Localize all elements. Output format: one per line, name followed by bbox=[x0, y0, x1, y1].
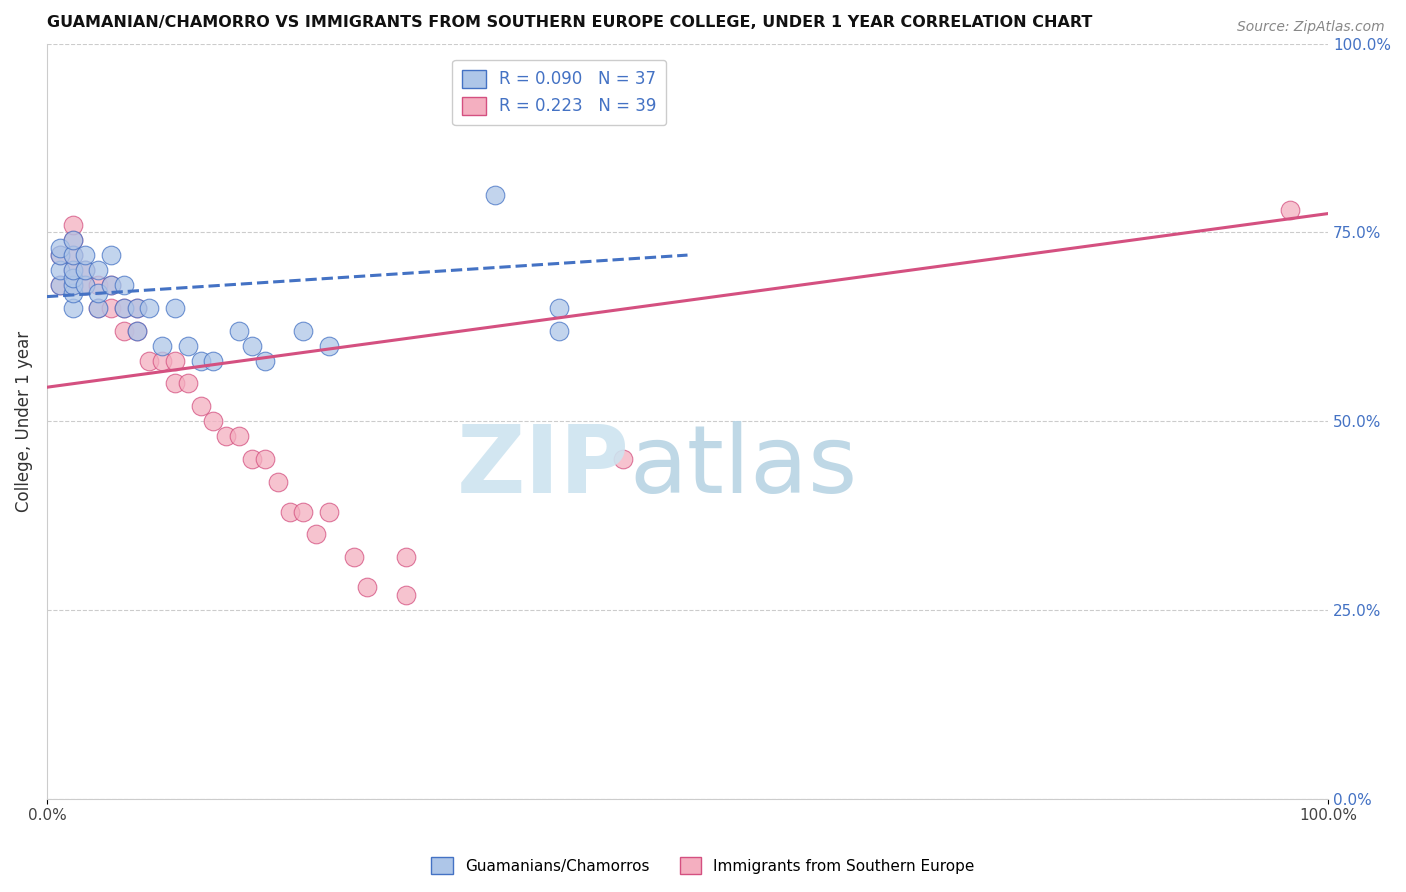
Point bbox=[112, 324, 135, 338]
Point bbox=[395, 550, 418, 565]
Point bbox=[202, 414, 225, 428]
Point bbox=[75, 263, 97, 277]
Point bbox=[228, 324, 250, 338]
Point bbox=[318, 339, 340, 353]
Point bbox=[138, 301, 160, 315]
Point bbox=[75, 263, 97, 277]
Point bbox=[62, 278, 84, 293]
Point bbox=[112, 301, 135, 315]
Point bbox=[240, 452, 263, 467]
Point bbox=[48, 278, 70, 293]
Point bbox=[163, 353, 186, 368]
Point bbox=[190, 399, 212, 413]
Point bbox=[87, 278, 110, 293]
Point bbox=[75, 248, 97, 262]
Point bbox=[318, 505, 340, 519]
Point bbox=[177, 376, 200, 391]
Legend: Guamanians/Chamorros, Immigrants from Southern Europe: Guamanians/Chamorros, Immigrants from So… bbox=[425, 851, 981, 880]
Legend: R = 0.090   N = 37, R = 0.223   N = 39: R = 0.090 N = 37, R = 0.223 N = 39 bbox=[453, 60, 666, 125]
Point bbox=[87, 301, 110, 315]
Point bbox=[62, 285, 84, 300]
Point bbox=[484, 187, 506, 202]
Point bbox=[125, 324, 148, 338]
Point bbox=[253, 353, 276, 368]
Text: atlas: atlas bbox=[630, 420, 858, 513]
Point bbox=[202, 353, 225, 368]
Point bbox=[266, 475, 288, 489]
Point bbox=[190, 353, 212, 368]
Point bbox=[62, 218, 84, 232]
Point bbox=[48, 248, 70, 262]
Point bbox=[100, 278, 122, 293]
Point bbox=[292, 505, 315, 519]
Point bbox=[62, 263, 84, 277]
Point bbox=[395, 588, 418, 602]
Point bbox=[125, 324, 148, 338]
Point bbox=[228, 429, 250, 443]
Text: ZIP: ZIP bbox=[457, 420, 630, 513]
Point bbox=[62, 270, 84, 285]
Point bbox=[548, 301, 571, 315]
Point bbox=[177, 339, 200, 353]
Point bbox=[548, 324, 571, 338]
Point bbox=[75, 278, 97, 293]
Point bbox=[1278, 202, 1301, 217]
Point bbox=[62, 248, 84, 262]
Point bbox=[62, 248, 84, 262]
Point bbox=[87, 285, 110, 300]
Point bbox=[62, 233, 84, 247]
Point bbox=[62, 301, 84, 315]
Point bbox=[612, 452, 634, 467]
Point bbox=[240, 339, 263, 353]
Point bbox=[62, 263, 84, 277]
Point bbox=[138, 353, 160, 368]
Point bbox=[48, 278, 70, 293]
Point bbox=[62, 233, 84, 247]
Point bbox=[356, 580, 378, 594]
Point bbox=[163, 376, 186, 391]
Text: Source: ZipAtlas.com: Source: ZipAtlas.com bbox=[1237, 20, 1385, 34]
Point bbox=[125, 301, 148, 315]
Point bbox=[292, 324, 315, 338]
Point bbox=[253, 452, 276, 467]
Point bbox=[150, 353, 173, 368]
Point bbox=[62, 278, 84, 293]
Point bbox=[343, 550, 366, 565]
Point bbox=[278, 505, 301, 519]
Point bbox=[48, 241, 70, 255]
Point bbox=[100, 301, 122, 315]
Point bbox=[125, 301, 148, 315]
Point bbox=[75, 278, 97, 293]
Point bbox=[305, 527, 328, 541]
Point bbox=[100, 248, 122, 262]
Point bbox=[150, 339, 173, 353]
Text: GUAMANIAN/CHAMORRO VS IMMIGRANTS FROM SOUTHERN EUROPE COLLEGE, UNDER 1 YEAR CORR: GUAMANIAN/CHAMORRO VS IMMIGRANTS FROM SO… bbox=[46, 15, 1092, 30]
Y-axis label: College, Under 1 year: College, Under 1 year bbox=[15, 331, 32, 512]
Point bbox=[163, 301, 186, 315]
Point bbox=[48, 248, 70, 262]
Point bbox=[112, 278, 135, 293]
Point bbox=[87, 263, 110, 277]
Point bbox=[215, 429, 238, 443]
Point bbox=[100, 278, 122, 293]
Point bbox=[48, 263, 70, 277]
Point bbox=[112, 301, 135, 315]
Point bbox=[87, 301, 110, 315]
